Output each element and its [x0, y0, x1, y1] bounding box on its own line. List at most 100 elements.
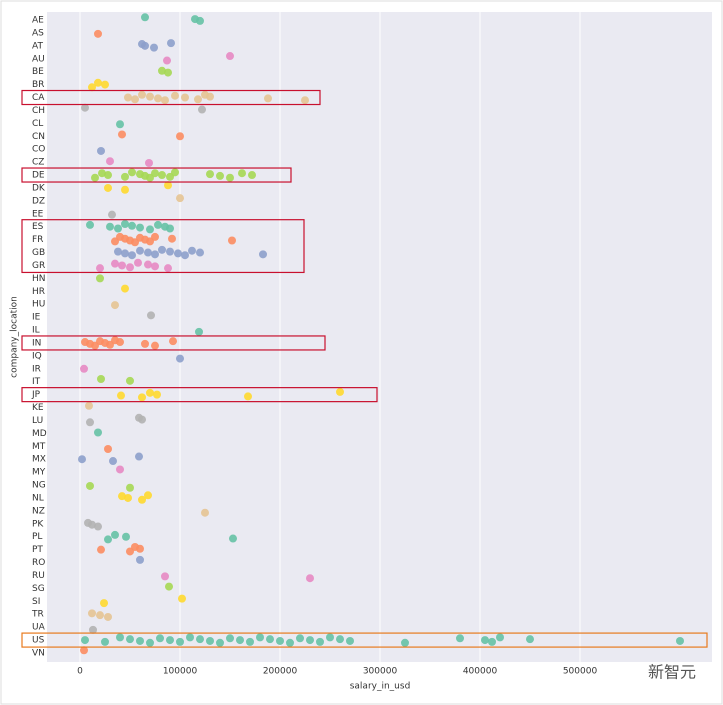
point	[196, 635, 204, 644]
point	[141, 339, 149, 348]
point	[104, 183, 112, 192]
y-tick-label: AE	[32, 16, 44, 26]
y-tick-label: US	[32, 636, 45, 646]
point	[166, 224, 174, 233]
point	[96, 264, 104, 273]
point	[248, 171, 256, 180]
point	[104, 445, 112, 454]
point	[676, 636, 684, 645]
point	[198, 105, 206, 114]
point	[169, 337, 177, 346]
y-tick-label: SI	[32, 597, 40, 607]
point	[167, 39, 175, 48]
point	[178, 594, 186, 603]
y-tick-label: PL	[32, 532, 42, 542]
point	[86, 481, 94, 490]
point	[306, 574, 314, 583]
point	[80, 364, 88, 373]
point	[236, 636, 244, 645]
highlight-box	[21, 167, 292, 183]
point	[116, 338, 124, 347]
point	[121, 219, 129, 228]
point	[80, 646, 88, 655]
point	[147, 311, 155, 320]
point	[88, 609, 96, 618]
point	[109, 457, 117, 466]
point	[176, 132, 184, 141]
point	[196, 248, 204, 257]
point	[346, 636, 354, 645]
point	[81, 636, 89, 645]
y-tick-label: MY	[32, 468, 46, 478]
point	[228, 236, 236, 245]
point	[108, 210, 116, 219]
y-tick-label: LU	[32, 416, 43, 426]
point	[121, 172, 129, 181]
point	[166, 636, 174, 645]
point	[78, 455, 86, 464]
point	[138, 393, 146, 402]
x-axis-label: salary_in_usd	[350, 682, 411, 692]
y-tick-label: CO	[32, 145, 45, 155]
point	[181, 251, 189, 260]
point	[85, 401, 93, 410]
point	[306, 636, 314, 645]
point	[496, 633, 504, 642]
y-tick-label: RO	[32, 558, 45, 568]
point	[91, 173, 99, 182]
point	[206, 170, 214, 179]
point	[206, 92, 214, 101]
point	[138, 90, 146, 99]
point	[216, 171, 224, 180]
y-tick-label: PT	[32, 545, 43, 555]
point	[146, 388, 154, 397]
point	[153, 390, 161, 399]
point	[124, 93, 132, 102]
point	[154, 220, 162, 229]
x-tick-label: 200000	[263, 667, 298, 677]
highlight-box	[21, 335, 326, 351]
y-tick-label: MD	[32, 429, 47, 439]
point	[336, 635, 344, 644]
y-tick-label: NG	[32, 481, 46, 491]
point	[100, 599, 108, 608]
y-tick-label: MT	[32, 442, 46, 452]
point	[165, 582, 173, 591]
point	[144, 491, 152, 500]
highlight-box	[21, 632, 708, 648]
point	[118, 261, 126, 270]
point	[116, 465, 124, 474]
point	[238, 169, 246, 178]
point	[194, 95, 202, 104]
point	[126, 263, 134, 272]
point	[96, 611, 104, 620]
point	[111, 259, 119, 268]
point	[154, 94, 162, 103]
point	[131, 95, 139, 104]
y-tick-label: DK	[32, 183, 46, 193]
y-tick-label: BR	[32, 80, 44, 90]
y-tick-label: EE	[32, 209, 44, 219]
point	[526, 635, 534, 644]
point	[163, 56, 171, 65]
point	[121, 185, 129, 194]
point	[121, 249, 129, 258]
point	[128, 251, 136, 260]
point	[166, 247, 174, 256]
point	[144, 248, 152, 257]
point	[168, 234, 176, 243]
point	[94, 522, 102, 531]
point	[138, 495, 146, 504]
point	[135, 452, 143, 461]
point	[106, 222, 114, 231]
y-tick-label: MX	[32, 455, 46, 465]
point	[94, 29, 102, 38]
point	[106, 157, 114, 166]
point	[121, 284, 129, 293]
point	[164, 264, 172, 273]
point	[151, 250, 159, 259]
y-tick-label: IT	[32, 377, 41, 387]
x-tick-label: 300000	[363, 667, 398, 677]
